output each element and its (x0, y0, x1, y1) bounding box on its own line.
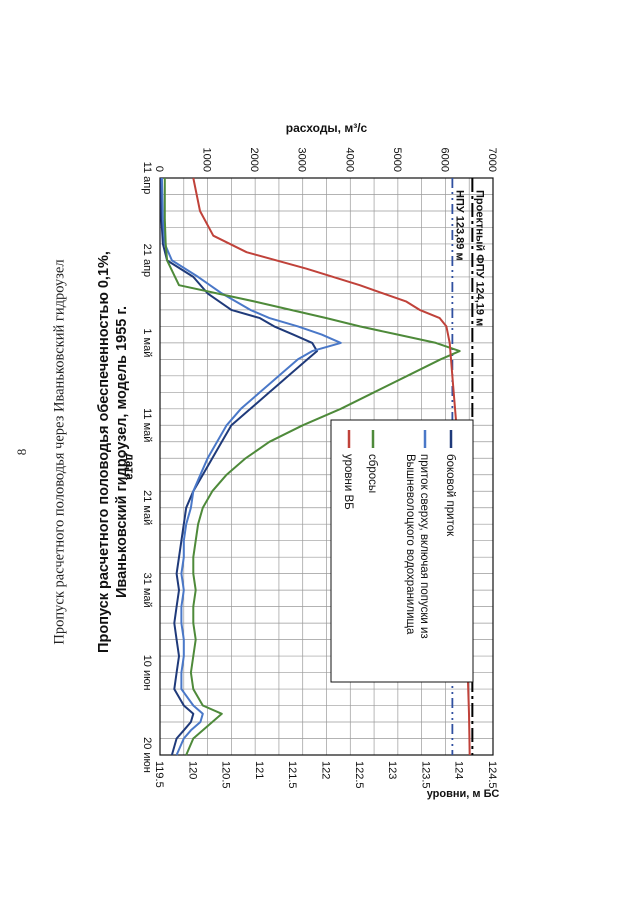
y-tick-label: 7000 (486, 148, 498, 172)
legend-label: сбросы (366, 454, 378, 493)
y2-tick-label: 121 (253, 761, 265, 779)
y-tick-label: 0 (153, 166, 165, 172)
y-tick-label: 4000 (343, 148, 355, 172)
y-tick-label: 5000 (391, 148, 403, 172)
y2-tick-label: 122 (320, 761, 332, 779)
series-line (163, 178, 461, 756)
reference-line-label: НПУ 123,89 м (453, 190, 465, 261)
y2-axis-title: уровни, м БС (427, 788, 500, 800)
x-tick-label: 1 май (141, 328, 153, 357)
legend-label: уровни ВБ (342, 454, 354, 510)
x-tick-label: 21 май (141, 490, 153, 525)
y2-tick-label: 120.5 (220, 761, 232, 789)
y2-tick-label: 123.5 (419, 761, 431, 789)
series-line (160, 177, 318, 756)
x-tick-label: 11 май (141, 408, 153, 442)
x-axis-title: дата (123, 453, 137, 480)
x-tick-label: 11 апр (141, 162, 153, 195)
y2-tick-label: 124 (453, 761, 465, 779)
x-tick-label: 10 июн (141, 655, 153, 691)
plot-frame (159, 177, 494, 756)
y2-tick-label: 122.5 (353, 761, 365, 789)
x-tick-label: 20 июн (141, 737, 153, 773)
y2-tick-label: 123 (386, 761, 398, 779)
reference-line-label: Проектный ФПУ 124,19 м (473, 190, 485, 326)
series-line (160, 177, 342, 756)
x-tick-label: 21 апр (141, 244, 153, 277)
y2-tick-label: 121.5 (286, 761, 298, 789)
legend-label: боковой приток (444, 454, 456, 537)
y-tick-label: 6000 (438, 148, 450, 172)
legend-label: приток сверху, включая попуски изВышнево… (404, 454, 430, 639)
y2-tick-label: 124.5 (486, 761, 498, 789)
y-tick-label: 1000 (201, 148, 213, 172)
y2-tick-label: 119.5 (153, 761, 165, 788)
y-tick-label: 2000 (248, 148, 260, 172)
y-axis-title: расходы, м³/с (286, 121, 368, 135)
y2-tick-label: 120 (186, 761, 198, 779)
legend-box (330, 419, 474, 683)
x-tick-label: 31 май (141, 573, 153, 608)
y-tick-label: 3000 (296, 148, 308, 172)
